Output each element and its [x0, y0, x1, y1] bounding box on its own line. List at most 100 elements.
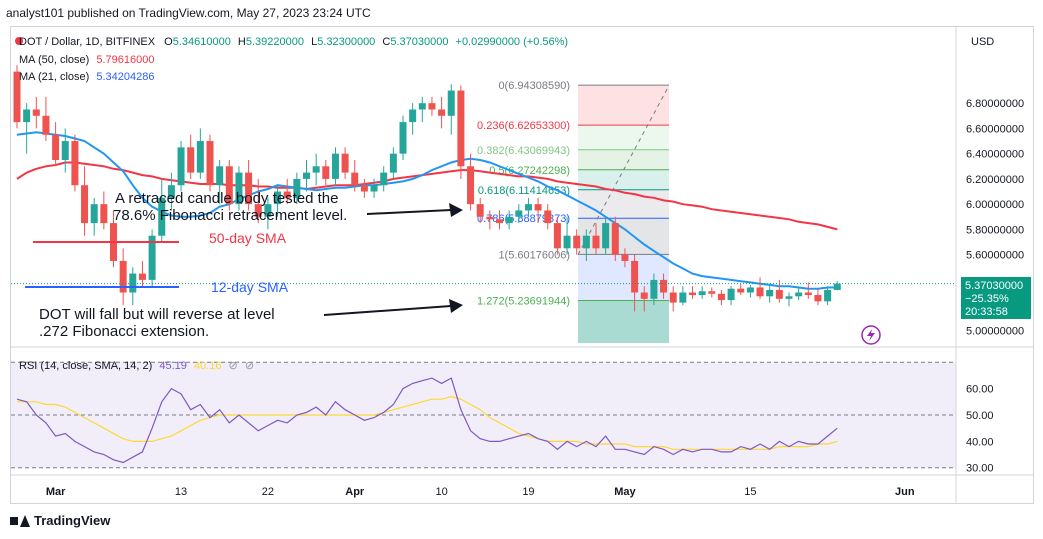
- price-tick-label: 6.80000000: [966, 98, 1024, 110]
- candle-body: [90, 204, 98, 224]
- candle-body: [447, 90, 455, 116]
- fibonacci-retracement[interactable]: 0(6.94308590) 0.236(6.62653300) 0.382(6.43…: [477, 80, 670, 343]
- candle-body: [775, 289, 783, 299]
- tradingview-brand: TradingView: [34, 513, 111, 528]
- currency-label-group: USD: [971, 36, 994, 48]
- candle-body: [582, 235, 590, 249]
- fib-level-label: 0.236(6.62653300): [477, 120, 570, 132]
- rsi-band-group: [11, 361, 956, 469]
- svg-text:MA (50, close) 5.7961600: MA (50, close) 5.79616000: [19, 54, 155, 66]
- fib-level-label: 0.5(6.27242298): [489, 165, 570, 177]
- candle-body: [486, 216, 494, 220]
- candle-body: [71, 141, 79, 186]
- candle-body: [650, 279, 658, 299]
- candle-body: [225, 166, 233, 205]
- rsi-hidden-icon-1: ⊘: [229, 360, 238, 372]
- candle-body: [563, 235, 571, 249]
- candle-body: [496, 219, 503, 224]
- time-tick-label: Jun: [895, 486, 915, 498]
- fib-zone: [578, 149, 669, 170]
- candle-body: [505, 216, 513, 224]
- tradingview-footer[interactable]: TradingView: [10, 513, 110, 528]
- rsi-sma-value: 40.16: [194, 360, 222, 372]
- candle-body: [331, 153, 339, 179]
- fib-level-label: 0.382(6.43069943): [477, 145, 570, 157]
- annotation-note2-line2: .272 Fibonacci extension.: [39, 323, 209, 340]
- candle-body: [756, 287, 764, 297]
- sma50-annotation: 50-day SMA: [209, 230, 287, 246]
- fib-zone: [578, 218, 669, 255]
- ohlc-open-key: O: [164, 36, 173, 48]
- ma12-line-group: [16, 131, 838, 290]
- candle-body: [264, 204, 272, 217]
- time-axis[interactable]: Mar 13 22 Apr 10 19 May 15 Jun: [46, 486, 915, 498]
- candle-body: [167, 185, 175, 198]
- lightning-icon[interactable]: [861, 325, 881, 345]
- fib-level-label: 0(6.94308590): [498, 80, 570, 92]
- chart-frame[interactable]: 0(6.94308590) 0.236(6.62653300) 0.382(6.43…: [10, 26, 1034, 504]
- candle-body: [746, 287, 754, 293]
- candle-body: [737, 288, 745, 293]
- candle-body: [689, 292, 696, 296]
- candle-body: [611, 223, 619, 255]
- candle-body: [389, 153, 397, 173]
- candle-body: [274, 191, 282, 205]
- annotation-note1-line1: A retraced candle body tested the: [115, 190, 338, 207]
- candle-body: [370, 185, 378, 192]
- ohlc-close-value: 5.37030000: [390, 36, 448, 48]
- candle-body: [534, 204, 542, 211]
- fib-level-label: 1(5.60176006): [498, 249, 570, 261]
- tradingview-chart[interactable]: 0(6.94308590) 0.236(6.62653300) 0.382(6.43…: [11, 27, 1033, 503]
- price-axis[interactable]: 6.80000000 6.60000000 6.40000000 6.20000000…: [955, 27, 1024, 503]
- ohlc-low-key: L: [311, 36, 317, 48]
- candle-body: [409, 109, 417, 123]
- candle-body: [515, 210, 523, 217]
- candle-body: [573, 235, 581, 249]
- candle-body: [341, 153, 349, 173]
- price-tick-label: 6.60000000: [966, 123, 1024, 135]
- rsi-axis[interactable]: 60.00 50.00 40.00 30.00: [966, 384, 994, 475]
- candle-body: [660, 279, 668, 293]
- candle-body: [467, 166, 475, 205]
- candle-body: [148, 235, 156, 280]
- candle-body: [717, 293, 725, 301]
- candle-body: [428, 103, 436, 110]
- candle-body: [245, 172, 253, 205]
- candle-body: [100, 204, 108, 224]
- candle-body: [42, 115, 50, 135]
- candle-body: [785, 296, 793, 299]
- candle-body: [32, 109, 40, 116]
- candle-body: [138, 273, 146, 280]
- candle-body: [399, 122, 407, 154]
- candle-body: [177, 147, 185, 186]
- candle-body: [766, 289, 774, 297]
- main-pane-separator-group: [11, 346, 1033, 476]
- candle-body: [303, 172, 310, 179]
- candle-body: [795, 292, 803, 297]
- price-tick-label: 6.00000000: [966, 199, 1024, 211]
- rsi-tick-label: 50.00: [966, 410, 994, 422]
- candle-body: [631, 260, 639, 293]
- time-tick-label: Apr: [345, 486, 365, 498]
- rsi-value: 45.19: [159, 360, 187, 372]
- annotations-group: 50-day SMA 12-day SMA A retraced candle …: [25, 190, 463, 340]
- time-tick-label: 15: [744, 486, 756, 498]
- ohlc-high-key: H: [238, 36, 246, 48]
- annotation-arrow1-line: [366, 209, 452, 215]
- ohlc-low-value: 5.32300000: [317, 36, 375, 48]
- candle-body: [804, 292, 812, 296]
- candle-body: [544, 210, 552, 224]
- candle-body: [640, 292, 648, 299]
- ohlc-close-key: C: [382, 36, 390, 48]
- ma21-label: MA (21, close): [19, 71, 89, 83]
- annotation-arrow2-line: [323, 305, 452, 316]
- symbol-legend: DOT / Dollar, 1D, BITFINEX: [19, 36, 156, 48]
- time-tick-label: 19: [522, 486, 534, 498]
- candle-body: [833, 283, 841, 290]
- series-dot: [15, 37, 23, 45]
- publisher-header: analyst101 published on TradingView.com,…: [6, 6, 371, 20]
- fib-zone: [578, 189, 669, 219]
- candle-body: [418, 103, 426, 110]
- time-tick-label: 13: [175, 486, 187, 498]
- ma21-value: 5.34204286: [96, 71, 154, 83]
